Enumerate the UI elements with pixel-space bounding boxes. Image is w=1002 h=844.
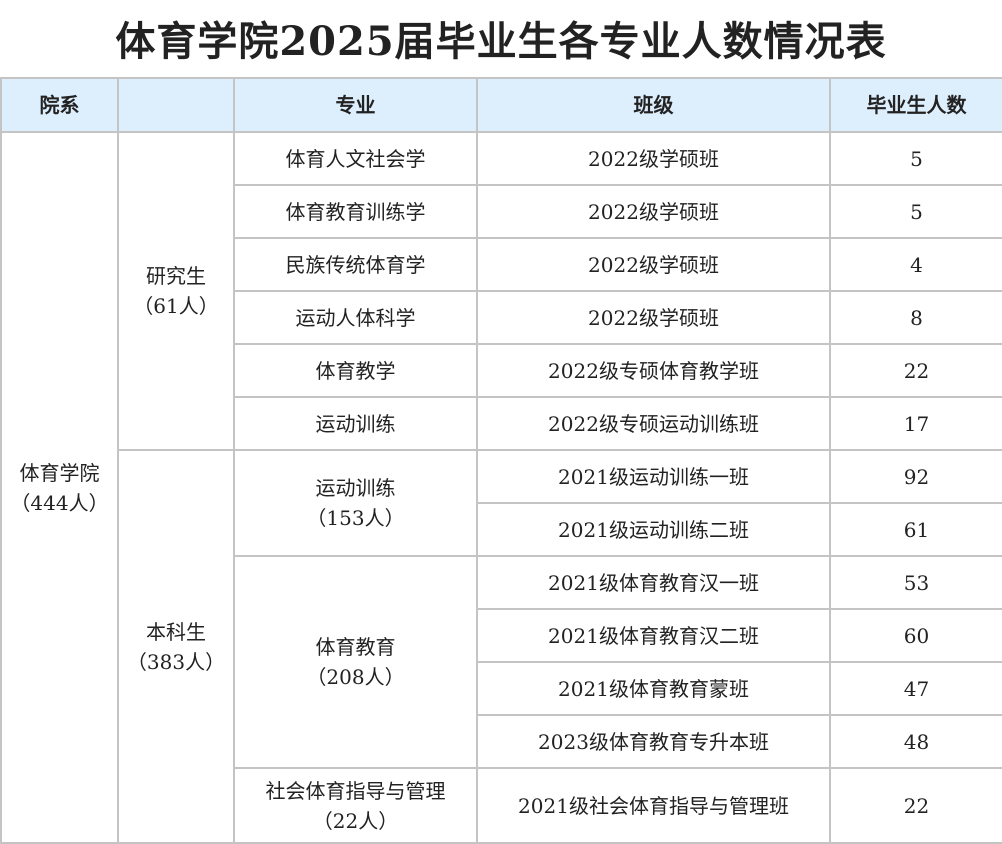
count-cell: 5 bbox=[829, 184, 1002, 239]
class-cell: 2021级社会体育指导与管理班 bbox=[476, 767, 831, 844]
table-row: 体育教育训练学 2022级学硕班 5 bbox=[1, 184, 1002, 239]
header-major: 专业 bbox=[233, 77, 478, 133]
count-cell: 22 bbox=[829, 343, 1002, 398]
class-cell: 2022级学硕班 bbox=[476, 184, 831, 239]
page-title: 体育学院2025届毕业生各专业人数情况表 bbox=[115, 18, 887, 65]
table-row: 体育教育 （208人） 2021级体育教育汉一班 53 bbox=[1, 555, 1002, 769]
major-cell: 运动人体科学 bbox=[233, 290, 478, 345]
major-cell: 体育教育训练学 bbox=[233, 184, 478, 239]
class-cell: 2021级运动训练一班 bbox=[476, 449, 831, 504]
table-row: 2021级运动训练二班 61 bbox=[1, 502, 1002, 557]
table-row: 体育学院 （444人） 研究生 （61人） 体育人文社会学 2022级学硕班 5 bbox=[0, 131, 1002, 844]
count-cell: 22 bbox=[829, 767, 1002, 844]
count-cell: 61 bbox=[829, 502, 1002, 557]
count-cell: 4 bbox=[829, 237, 1002, 292]
header-row: 院系 专业 班级 毕业生人数 bbox=[0, 77, 1002, 133]
table-row: 民族传统体育学 2022级学硕班 4 bbox=[1, 237, 1002, 292]
major-cell: 体育人文社会学 bbox=[233, 131, 478, 186]
table-row: 社会体育指导与管理 （22人） 2021级社会体育指导与管理班 22 bbox=[1, 767, 1002, 844]
count-cell: 8 bbox=[829, 290, 1002, 345]
table-row: 2023级体育教育专升本班 48 bbox=[1, 714, 1002, 769]
count-cell: 17 bbox=[829, 396, 1002, 451]
major-group-cell: 社会体育指导与管理 （22人） bbox=[233, 767, 478, 844]
major-cell: 民族传统体育学 bbox=[233, 237, 478, 292]
header-class: 班级 bbox=[476, 77, 831, 133]
count-cell: 92 bbox=[829, 449, 1002, 504]
class-cell: 2021级体育教育汉一班 bbox=[476, 555, 831, 610]
table-row: 本科生 （383人） 运动训练 （153人） 2021级运动训练一班 92 bbox=[1, 449, 1002, 844]
count-cell: 5 bbox=[829, 131, 1002, 186]
major-group-cell: 体育教育 （208人） bbox=[233, 555, 478, 769]
count-cell: 47 bbox=[829, 661, 1002, 716]
header-college: 院系 bbox=[0, 77, 119, 133]
table-row: 2021级体育教育汉二班 60 bbox=[1, 608, 1002, 663]
count-cell: 53 bbox=[829, 555, 1002, 610]
class-cell: 2021级体育教育蒙班 bbox=[476, 661, 831, 716]
table-row: 体育教学 2022级专硕体育教学班 22 bbox=[1, 343, 1002, 398]
class-cell: 2022级学硕班 bbox=[476, 131, 831, 186]
level-cell: 本科生 （383人） bbox=[117, 449, 235, 844]
class-cell: 2021级体育教育汉二班 bbox=[476, 608, 831, 663]
major-group-cell: 运动训练 （153人） bbox=[233, 449, 478, 557]
class-cell: 2022级专硕运动训练班 bbox=[476, 396, 831, 451]
class-cell: 2022级专硕体育教学班 bbox=[476, 343, 831, 398]
class-cell: 2022级学硕班 bbox=[476, 237, 831, 292]
class-cell: 2021级运动训练二班 bbox=[476, 502, 831, 557]
major-cell: 体育教学 bbox=[233, 343, 478, 398]
header-level bbox=[117, 77, 235, 133]
count-cell: 48 bbox=[829, 714, 1002, 769]
table-row: 运动人体科学 2022级学硕班 8 bbox=[1, 290, 1002, 345]
class-cell: 2023级体育教育专升本班 bbox=[476, 714, 831, 769]
table-row: 运动训练 2022级专硕运动训练班 17 bbox=[1, 396, 1002, 451]
level-cell: 研究生 （61人） bbox=[117, 131, 235, 451]
header-count: 毕业生人数 bbox=[829, 77, 1002, 133]
major-cell: 运动训练 bbox=[233, 396, 478, 451]
college-cell: 体育学院 （444人） bbox=[0, 131, 119, 844]
table-row: 2021级体育教育蒙班 47 bbox=[1, 661, 1002, 716]
count-cell: 60 bbox=[829, 608, 1002, 663]
graduates-table: 院系 专业 班级 毕业生人数 体育学院 （444人） 研究生 （61人） 体育人文社… bbox=[0, 77, 1002, 844]
class-cell: 2022级学硕班 bbox=[476, 290, 831, 345]
